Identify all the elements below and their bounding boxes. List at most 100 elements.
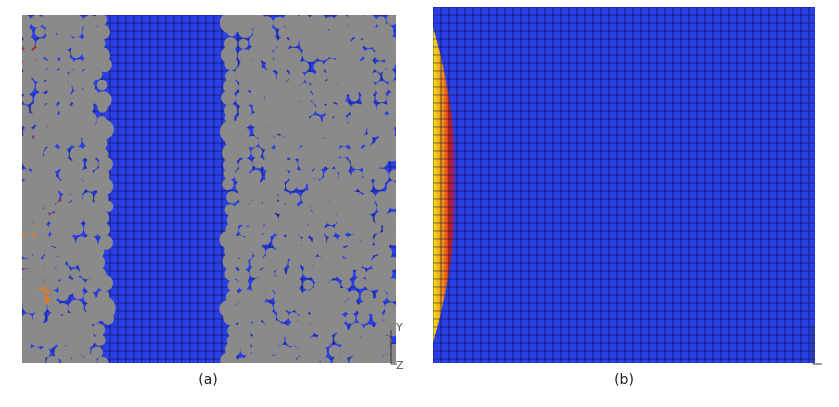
particle [347,43,365,61]
particle [301,45,319,63]
particle [79,345,91,357]
particle [361,134,373,146]
particle [60,355,72,363]
particle [43,43,61,61]
particle [75,241,94,260]
particle [298,61,310,73]
particle [57,302,69,315]
particle [238,38,249,49]
particle [85,308,101,325]
particle [374,81,389,95]
particle [367,298,385,316]
particle [350,341,369,360]
particle [73,288,84,300]
mesh-grid [433,7,815,363]
particle [339,342,355,358]
caption-b: (b) [614,372,634,388]
particle [250,255,265,270]
particle [372,311,384,324]
particle [48,290,59,301]
particle [31,208,50,227]
particle [32,300,47,315]
particle [264,289,275,300]
particle [22,245,34,259]
particle [351,216,376,241]
particle [94,91,112,109]
particle [43,275,60,291]
particle [273,16,286,29]
particle [22,221,36,235]
particle [257,133,275,150]
particle [249,34,263,48]
particle [345,313,356,324]
particle [369,109,387,127]
particle [225,70,237,83]
heat-front [433,27,456,343]
particle [69,25,83,38]
particle [260,189,278,207]
particle [338,146,350,158]
particle [238,146,251,159]
particle [374,211,389,226]
particle [313,61,325,73]
particle [328,345,341,358]
particle [383,143,396,162]
particle [94,210,110,226]
particle [97,57,112,73]
particle [43,132,59,148]
particle [376,201,390,215]
particle [384,58,396,70]
particle [83,353,97,363]
particle [276,310,289,322]
particle [360,290,374,303]
particle [259,16,274,30]
particle [222,178,234,190]
particle [348,290,360,302]
particle [380,354,396,363]
particle [223,168,236,180]
particle [285,90,300,105]
particle [321,90,336,105]
particle [387,80,396,93]
particle [25,319,46,339]
particle-group [22,15,396,363]
particle [46,57,60,72]
particle [285,180,297,192]
particle [334,221,349,236]
particle [81,101,94,114]
particle [264,280,275,292]
particle [387,290,396,302]
particle [83,291,96,304]
particle [67,178,86,196]
particle [81,87,99,106]
particle [22,112,36,129]
particle [84,278,99,293]
axis-z-label-a: Z [396,359,404,372]
particle [238,279,250,290]
particle [249,309,264,324]
particle [325,212,338,226]
particle [96,79,108,91]
particle [32,245,45,258]
axis-triad-icon [390,330,397,365]
particle [383,319,396,337]
particle [235,331,253,349]
particle [346,252,364,270]
particle [30,15,44,28]
particle [95,222,111,237]
particle [299,134,312,148]
particle [22,93,33,105]
particle [363,48,376,61]
particle [387,232,396,246]
particle [22,209,35,226]
particle [95,177,114,196]
particle [334,157,351,174]
particle [45,154,63,172]
particle [83,220,100,237]
particle [31,353,46,363]
particle [85,158,99,171]
particle [223,78,239,94]
particle [87,253,106,272]
particle [273,201,286,214]
particle [315,103,327,115]
